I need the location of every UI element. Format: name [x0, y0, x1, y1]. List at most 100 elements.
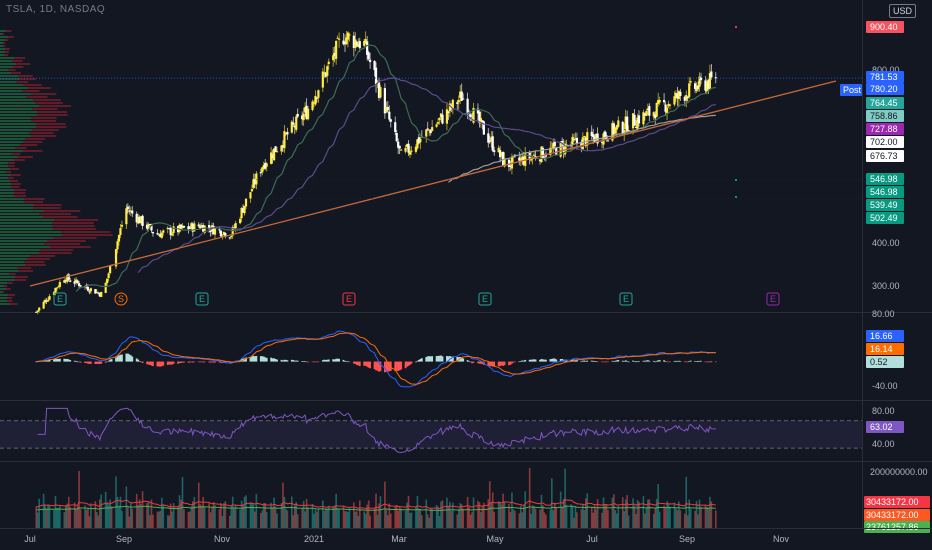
volume-badge-bg [864, 509, 930, 521]
candle-body [241, 208, 245, 213]
earnings-marker[interactable]: E [342, 292, 356, 306]
candle-body [151, 231, 155, 234]
volume-profile-bar [32, 129, 59, 131]
volume-bar [576, 512, 578, 528]
macd-histogram-bar [147, 361, 150, 365]
candle-body [559, 141, 562, 157]
candle-body [374, 67, 378, 85]
volume-bar [149, 515, 151, 528]
macd-histogram-bar [415, 361, 417, 363]
macd-histogram-bar [491, 361, 494, 367]
candle-body [252, 178, 255, 188]
earnings-marker[interactable]: E [478, 292, 492, 306]
macd-histogram-bar [100, 361, 103, 364]
macd-histogram-bar [354, 361, 357, 365]
volume-bar [338, 508, 340, 528]
volume-bar [452, 502, 454, 528]
candle-body [44, 299, 47, 303]
candle-body [479, 118, 483, 124]
earnings-marker[interactable]: S [114, 292, 128, 306]
macd-histogram-bar [652, 360, 655, 362]
macd-histogram-bar [305, 361, 308, 363]
post-label-bg [840, 84, 862, 96]
price-axis[interactable]: 900.00800.00400.00300.00900.40781.53780.… [735, 21, 930, 533]
volume-profile-bar [0, 195, 14, 197]
volume-bar [534, 508, 537, 528]
volume-profile-bar [39, 252, 72, 254]
volume-profile-bar [0, 69, 8, 71]
candle-body [435, 124, 438, 127]
volume-bar [203, 506, 206, 528]
volume-bar [431, 509, 433, 528]
macd-histogram-bar [273, 358, 275, 362]
volume-bar [240, 500, 243, 528]
candle-body [46, 299, 50, 302]
time-tick-label: Jul [586, 534, 598, 544]
macd-histogram-bar [480, 361, 482, 364]
volume-bar [468, 507, 470, 528]
earnings-marker[interactable]: E [619, 292, 633, 306]
symbol-label[interactable]: TSLA, 1D, NASDAQ [6, 4, 106, 15]
volume-profile-bar [3, 42, 6, 44]
macd-histogram-bar [426, 356, 429, 362]
macd-histogram-bar [271, 358, 274, 362]
candle-body [617, 120, 620, 127]
macd-histogram-bar [550, 358, 553, 362]
volume-bar [53, 509, 55, 528]
volume-bar [623, 511, 626, 528]
macd-histogram-bar [78, 361, 80, 363]
volume-bar [638, 501, 640, 528]
macd-histogram-bar [388, 361, 391, 372]
volume-bar [552, 510, 555, 528]
macd-histogram-bar [677, 360, 680, 362]
candle-body [314, 95, 317, 105]
candle-body [272, 148, 276, 161]
volume-profile-bar [0, 282, 7, 284]
candle-body [58, 282, 61, 287]
macd-histogram-bar [397, 361, 400, 371]
candle-body [388, 111, 391, 120]
volume-profile-bar [0, 219, 54, 221]
candle-body [148, 224, 152, 226]
volume-bar [314, 509, 317, 528]
macd-histogram-bar [282, 360, 284, 362]
volume-bar [67, 496, 70, 528]
candle-body [664, 104, 667, 112]
level-marker [735, 179, 737, 181]
volume-bar [460, 504, 463, 528]
time-axis[interactable]: Jul Sep Nov 2021 Mar May Jul Sep Nov [0, 528, 932, 545]
earnings-marker[interactable]: E [766, 292, 780, 306]
macd-badge-bg [866, 330, 904, 342]
volume-profile-bar [6, 171, 12, 173]
volume-bar [353, 502, 355, 528]
candle-body [565, 144, 568, 146]
candle-body [283, 131, 286, 149]
volume-bar [648, 499, 651, 528]
macd-histogram-bar [533, 359, 535, 362]
volume-profile-bar [0, 273, 9, 275]
volume-bar [85, 509, 88, 528]
volume-bar [342, 505, 345, 528]
volume-profile-bar [0, 147, 15, 149]
macd-histogram-bar [468, 361, 470, 362]
earnings-marker[interactable]: E [53, 292, 67, 306]
currency-label[interactable]: USD [888, 4, 916, 18]
candle-body [160, 232, 163, 238]
volume-bar [87, 507, 89, 528]
volume-bar [398, 506, 401, 528]
candle-body [182, 225, 186, 228]
volume-bar [373, 508, 376, 528]
macd-histogram-bar [75, 360, 78, 362]
volume-profile-bar [0, 54, 4, 56]
volume-bar [261, 510, 264, 528]
volume-profile-bar [25, 264, 46, 266]
macd-histogram-bar [375, 361, 377, 371]
volume-profile-bar [0, 138, 25, 140]
volume-profile-bar [25, 138, 46, 140]
volume-profile-bar [14, 159, 25, 161]
volume-profile-bar [11, 186, 20, 188]
earnings-marker[interactable]: E [195, 292, 209, 306]
volume-bar [234, 505, 237, 528]
